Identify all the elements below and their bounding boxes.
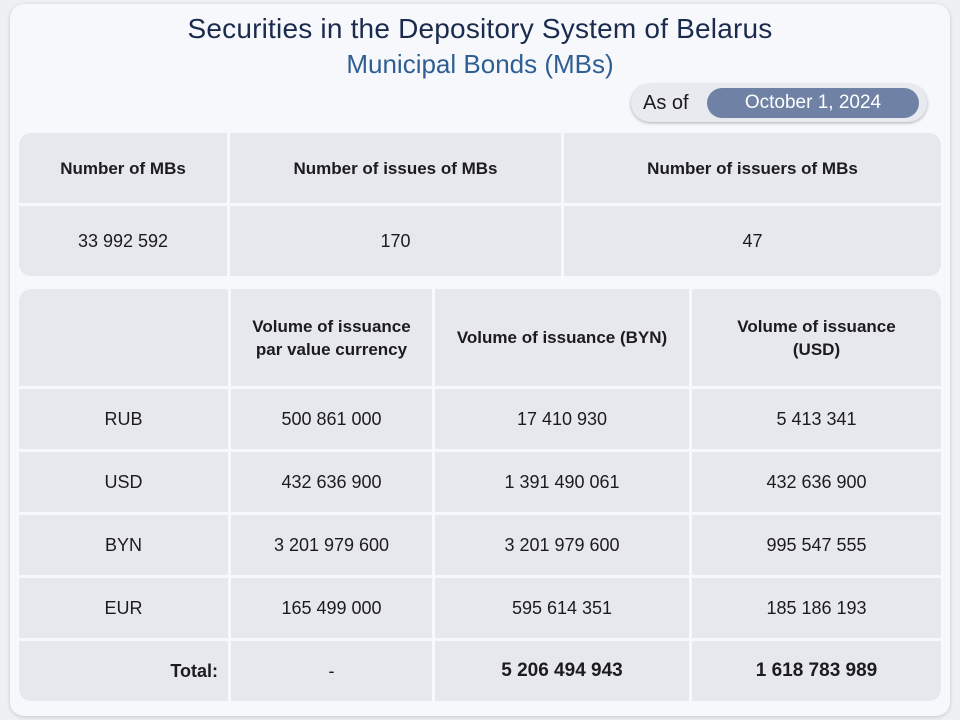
row-currency: BYN [104,534,142,555]
as-of-label: As of [643,92,689,114]
report-panel: Securities in the Depository System of B… [10,4,950,716]
as-of-selector[interactable]: As of October 1, 2024 [631,84,927,122]
total-label: Total: [170,660,218,681]
page-subtitle: Municipal Bonds (MBs) [346,49,614,79]
row-usd-value: 432 636 900 [766,471,867,492]
volume-table: Volume of issuance par value currency Vo… [19,289,941,701]
row-currency: RUB [104,408,143,429]
row-par-value: 165 499 000 [281,597,382,618]
row-par-value: 432 636 900 [281,471,382,492]
row-byn-value: 3 201 979 600 [504,534,620,555]
row-par-value: 500 861 000 [281,408,382,429]
row-currency: USD [104,471,143,492]
total-par-value: - [328,660,335,681]
summary-table: Number of MBs Number of issues of MBs Nu… [19,133,941,276]
as-of-date-pill[interactable]: October 1, 2024 [707,88,919,118]
volume-header-usd: Volume of issuance (USD) [737,316,896,359]
row-usd-value: 185 186 193 [766,597,867,618]
volume-header-byn: Volume of issuance (BYN) [456,328,668,347]
row-usd-value: 5 413 341 [776,408,857,429]
row-currency: EUR [104,597,143,618]
volume-header-currency [19,289,228,386]
summary-header-issuers: Number of issuers of MBs [647,158,858,178]
summary-header-issues: Number of issues of MBs [293,158,498,178]
summary-header-number: Number of MBs [60,158,186,178]
row-byn-value: 17 410 930 [516,408,608,429]
summary-value-number: 33 992 592 [77,230,169,251]
row-par-value: 3 201 979 600 [273,534,390,555]
row-byn-value: 595 614 351 [511,597,613,618]
total-byn-value: 5 206 494 943 [501,660,623,681]
row-byn-value: 1 391 490 061 [504,471,620,492]
summary-value-issues: 170 [380,230,411,251]
volume-header-par: Volume of issuance par value currency [252,316,411,359]
total-usd-value: 1 618 783 989 [755,660,878,681]
row-usd-value: 995 547 555 [766,534,867,555]
summary-value-issuers: 47 [742,230,763,251]
page-title: Securities in the Depository System of B… [187,13,773,44]
